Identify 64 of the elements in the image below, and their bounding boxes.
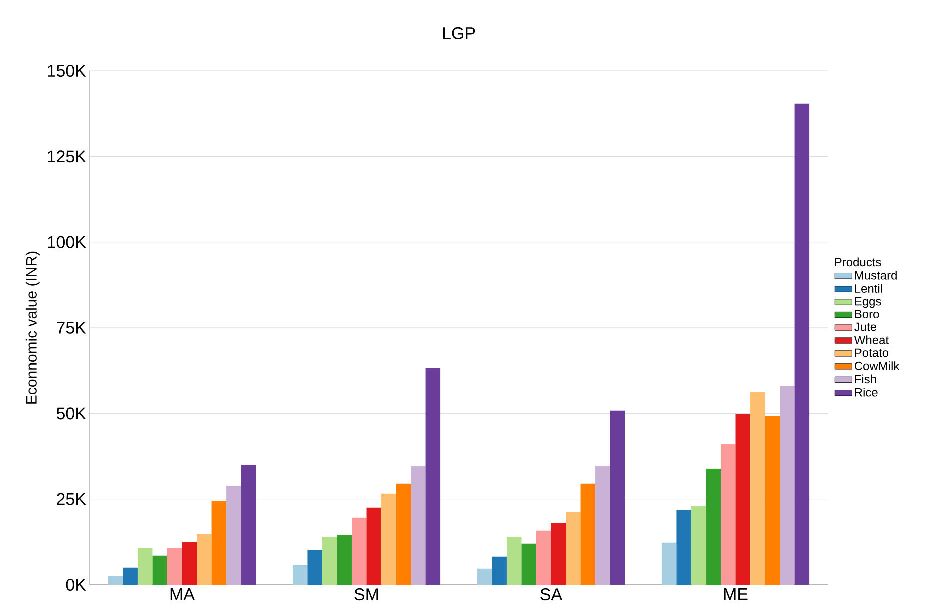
bar xyxy=(477,568,492,585)
y-tick-label: 50K xyxy=(56,408,86,420)
bar xyxy=(596,466,610,585)
bar xyxy=(123,568,138,585)
bar xyxy=(551,522,566,585)
legend-label: Eggs xyxy=(855,297,882,308)
legend-label: Boro xyxy=(855,310,880,319)
x-tick-label: SA xyxy=(540,588,563,601)
bar xyxy=(411,466,426,585)
bar xyxy=(322,537,338,585)
y-tick-label: 125K xyxy=(48,150,86,163)
legend-title: Products xyxy=(835,258,882,267)
bar xyxy=(662,542,677,585)
y-tick-label: 100K xyxy=(48,236,86,248)
y-tick-label: 75K xyxy=(57,322,86,334)
legend-label: Wheat xyxy=(854,336,889,344)
bar xyxy=(536,530,552,585)
x-tick-label: SM xyxy=(354,588,378,601)
bar xyxy=(580,484,596,585)
bar xyxy=(765,416,780,585)
bar xyxy=(182,542,198,585)
bar xyxy=(167,548,182,585)
bar xyxy=(337,534,352,585)
bar xyxy=(138,548,153,585)
bar xyxy=(241,465,256,585)
bar xyxy=(780,386,795,585)
bar xyxy=(352,518,367,585)
legend-label: Jute xyxy=(854,322,877,332)
legend-label: Rice xyxy=(855,388,878,397)
bar xyxy=(108,576,124,585)
bar xyxy=(794,104,810,585)
chart-title: LGP xyxy=(443,27,476,40)
bar xyxy=(292,565,308,585)
legend-label: Mustard xyxy=(855,271,897,280)
bar xyxy=(522,544,536,585)
bar xyxy=(308,550,322,585)
legend-label: CowMilk xyxy=(854,362,900,370)
bar xyxy=(736,414,751,585)
bar xyxy=(676,510,692,585)
bar xyxy=(691,506,706,585)
bar xyxy=(706,468,721,585)
bar xyxy=(396,484,412,585)
bar xyxy=(426,368,441,585)
bar xyxy=(226,486,242,585)
bar xyxy=(610,410,626,585)
bar xyxy=(152,556,168,585)
bar xyxy=(492,556,507,585)
x-tick-label: ME xyxy=(724,588,748,600)
bar xyxy=(566,512,581,585)
bar xyxy=(720,444,736,585)
bar xyxy=(506,537,522,585)
bar xyxy=(366,508,382,585)
y-axis-title: Econnomic value (INR) xyxy=(26,252,40,404)
legend-label: Fish xyxy=(855,374,876,384)
bar xyxy=(750,392,766,585)
bar xyxy=(197,534,212,585)
x-tick-label: MA xyxy=(170,588,195,600)
legend-label: Potato xyxy=(855,348,889,358)
y-tick-label: 25K xyxy=(57,493,86,506)
legend-label: Lentil xyxy=(855,284,882,293)
y-tick-label: 0K xyxy=(66,578,86,592)
bar xyxy=(212,501,227,585)
bar xyxy=(382,494,396,585)
y-tick-label: 150K xyxy=(48,64,86,78)
